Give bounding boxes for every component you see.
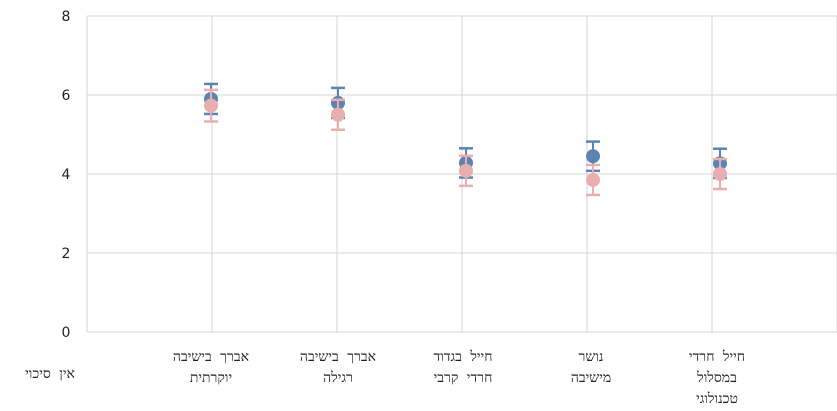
x-tick-label: אברך בישיבה רגילה (300, 349, 376, 386)
data-point (204, 98, 218, 113)
y-tick-label: 8 (62, 9, 71, 25)
y-tick-label: 2 (62, 246, 71, 262)
x-tick-label: נושר מישיבה (571, 349, 611, 386)
series (204, 82, 727, 197)
data-point (713, 167, 727, 181)
x-tick-label: אברך בישיבה יוקרתית (173, 349, 249, 386)
y-tick-label: 4 (62, 167, 71, 183)
data-point (459, 163, 473, 178)
data-point (586, 172, 600, 187)
series-2 (204, 88, 727, 197)
y-axis-ticks: 0 2 4 6 8 (62, 9, 71, 341)
data-point (331, 107, 345, 122)
data-point (586, 149, 600, 164)
x-axis-labels: אין סיכוי אברך בישיבה יוקרתית אברך בישיבה רג… (25, 349, 745, 407)
y-tick-label: 0 (62, 325, 71, 341)
y-tick-label: 6 (62, 88, 71, 104)
x-tick-label: חייל חרדי במסלול טכנולוגי (689, 349, 745, 407)
x-tick-label: חייל בגדוד חרדי קרבי (433, 349, 492, 386)
x-tick-label: אין סיכוי (25, 366, 75, 382)
